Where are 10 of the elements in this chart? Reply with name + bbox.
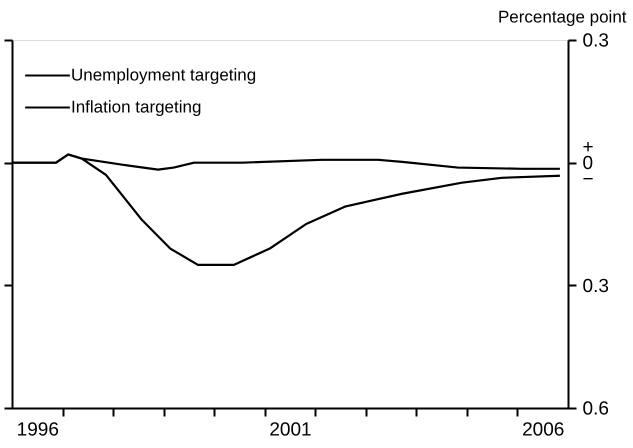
legend-label: Inflation targeting [71, 98, 202, 116]
y-tick-label: 0.3 [582, 276, 609, 297]
y-tick-label: + 0 − [582, 137, 594, 190]
y-tick-label: 0.6 [582, 398, 609, 420]
y-tick-label: 0.3 [582, 30, 609, 52]
x-tick-label: 2001 [269, 420, 312, 440]
x-tick-label: 1996 [16, 420, 59, 440]
y-axis-title: Percentage point [498, 8, 627, 26]
x-tick-label: 2006 [522, 420, 564, 440]
legend-label: Unemployment targeting [71, 66, 256, 84]
